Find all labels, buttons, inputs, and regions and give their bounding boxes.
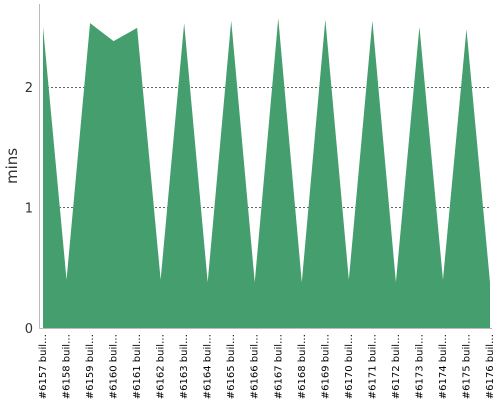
y-tick-label: 2 [25,81,33,96]
x-tick-label: #6168 buil… [297,334,308,399]
x-tick-label: #6162 buil… [156,334,167,399]
x-tick-label: #6161 buil… [132,334,143,399]
x-tick-label: #6175 buil… [462,334,473,399]
y-tick-label: 0 [25,322,33,337]
axes [39,4,492,329]
x-tick-label: #6169 buil… [320,334,331,399]
x-tick-label: #6173 buil… [414,334,425,399]
x-tick-label: #6157 buil… [38,334,49,399]
y-axis-title: mins [3,148,21,184]
x-tick-label: #6174 buil… [438,334,449,399]
series-area [43,18,490,328]
x-tick-label: #6166 buil… [250,334,261,399]
x-tick-label: #6163 buil… [179,334,190,399]
x-tick-label: #6167 buil… [273,334,284,399]
x-tick-label: #6176 buil… [485,334,496,399]
x-tick-label: #6170 buil… [344,334,355,399]
x-tick-label: #6159 buil… [85,334,96,399]
x-tick-label: #6172 buil… [391,334,402,399]
x-tick-label: #6160 buil… [109,334,120,399]
x-tick-labels: #6157 buil… #6158 buil… #6159 buil… #6160 b… [38,334,496,399]
y-tick-labels: 0 1 2 [25,81,33,337]
x-tick-label: #6158 buil… [62,334,73,399]
x-tick-label: #6164 buil… [203,334,214,399]
x-tick-label: #6171 buil… [367,334,378,399]
y-tick-label: 1 [25,201,33,216]
x-tick-label: #6165 buil… [226,334,237,399]
series-area-path [43,18,490,328]
